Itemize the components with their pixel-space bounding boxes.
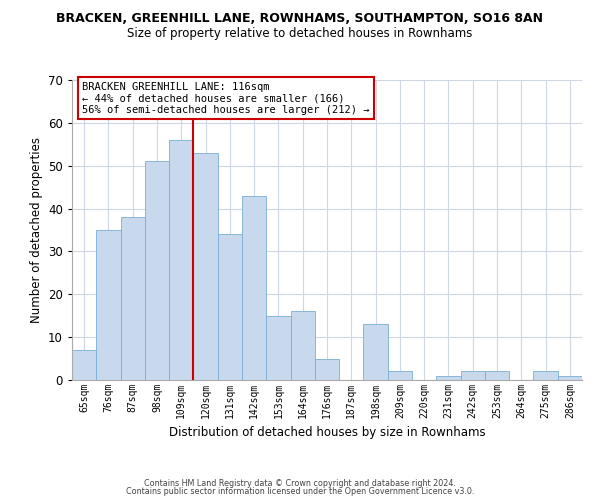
Bar (461, 372, 485, 380)
X-axis label: Distribution of detached houses by size in Rownhams: Distribution of detached houses by size … (169, 426, 485, 440)
Bar (96, 230, 121, 380)
Bar (533, 372, 558, 380)
Bar (364, 324, 388, 380)
Bar (72, 350, 96, 380)
Bar (242, 196, 266, 380)
Bar (315, 358, 339, 380)
Text: Contains public sector information licensed under the Open Government Licence v3: Contains public sector information licen… (126, 487, 474, 496)
Bar (388, 372, 412, 380)
Text: Size of property relative to detached houses in Rownhams: Size of property relative to detached ho… (127, 28, 473, 40)
Bar (218, 234, 242, 380)
Bar (290, 312, 315, 380)
Bar (193, 153, 218, 380)
Bar (266, 316, 290, 380)
Text: BRACKEN GREENHILL LANE: 116sqm
← 44% of detached houses are smaller (166)
56% of: BRACKEN GREENHILL LANE: 116sqm ← 44% of … (82, 82, 370, 114)
Text: BRACKEN, GREENHILL LANE, ROWNHAMS, SOUTHAMPTON, SO16 8AN: BRACKEN, GREENHILL LANE, ROWNHAMS, SOUTH… (56, 12, 544, 26)
Bar (558, 376, 582, 380)
Bar (485, 372, 509, 380)
Bar (169, 140, 193, 380)
Bar (121, 217, 145, 380)
Y-axis label: Number of detached properties: Number of detached properties (29, 137, 43, 323)
Bar (145, 162, 169, 380)
Bar (436, 376, 461, 380)
Text: Contains HM Land Registry data © Crown copyright and database right 2024.: Contains HM Land Registry data © Crown c… (144, 478, 456, 488)
